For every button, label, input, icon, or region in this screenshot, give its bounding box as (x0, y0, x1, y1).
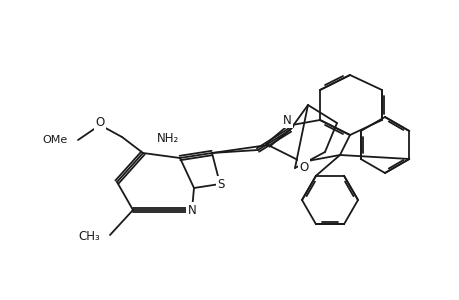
Text: OMe: OMe (43, 135, 68, 145)
Text: S: S (217, 178, 224, 190)
Text: N: N (282, 113, 291, 127)
Text: N: N (187, 203, 196, 217)
Text: NH₂: NH₂ (157, 131, 179, 145)
Text: O: O (95, 116, 104, 128)
Text: O: O (299, 160, 308, 173)
Text: CH₃: CH₃ (78, 230, 100, 244)
